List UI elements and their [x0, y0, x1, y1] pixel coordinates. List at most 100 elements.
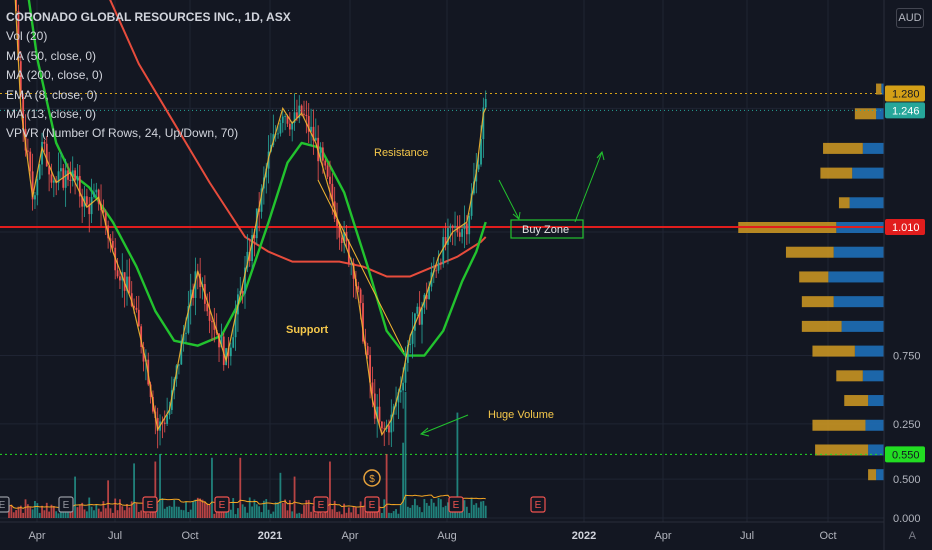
last-price-tag: [885, 102, 925, 119]
time-axis-label: 2022: [572, 530, 596, 542]
candle-body: [52, 180, 55, 183]
indicator-ma13[interactable]: MA (13, close, 0): [6, 107, 97, 122]
volume-bar: [284, 499, 287, 518]
dividend-marker[interactable]: [363, 469, 381, 487]
volume-bar: [45, 502, 48, 518]
ma50-polyline[interactable]: [23, 0, 487, 357]
vp-up-bar: [854, 345, 884, 357]
candle-body: [414, 313, 416, 331]
volume-bar: [305, 500, 308, 518]
candle-body: [402, 382, 405, 391]
volume-bar: [111, 512, 114, 518]
vp-up-bar: [881, 83, 884, 95]
volume-ma-line: [8, 494, 486, 509]
indicator-ma50[interactable]: MA (50, close, 0): [6, 48, 97, 63]
volume-bar: [385, 454, 388, 518]
vp-up-bar: [868, 395, 884, 407]
indicator-volume[interactable]: Vol (20): [6, 29, 48, 44]
vp-down-bar: [812, 419, 866, 431]
candle-body: [421, 307, 423, 325]
candle-body: [451, 225, 454, 228]
currency-button[interactable]: AUD: [896, 8, 924, 28]
earnings-marker[interactable]: [58, 496, 74, 513]
price-tag-label: 0.550: [892, 449, 920, 461]
volume-bar: [428, 505, 430, 518]
volume-bar: [414, 498, 416, 518]
candle-body: [442, 237, 445, 265]
event-markers: E E E E E E E E $: [0, 469, 546, 513]
time-axis-label: Oct: [819, 530, 836, 542]
volume-bar: [166, 506, 169, 518]
volume-bar: [279, 472, 282, 518]
vp-down-bar: [836, 370, 863, 382]
candle-body: [142, 347, 145, 362]
time-axis-label: Apr: [28, 530, 45, 542]
volume-bar: [142, 506, 145, 518]
candle-body: [399, 390, 402, 393]
earnings-marker[interactable]: [364, 496, 380, 513]
volume-bar: [222, 507, 225, 518]
candle-body: [60, 168, 62, 172]
volume-bar: [272, 511, 275, 518]
price-axis-label: 0.000: [893, 513, 921, 525]
candle-body: [319, 147, 322, 162]
auto-scale-button[interactable]: A: [908, 530, 916, 542]
buy-zone-label: Buy Zone: [522, 224, 569, 236]
candle-body: [468, 215, 471, 235]
volume-bar: [418, 507, 421, 518]
candle-body: [357, 286, 360, 290]
volume-bar: [31, 509, 34, 518]
arrow-up-to-target: [574, 151, 603, 223]
indicator-vpvr[interactable]: VPVR (Number Of Rows, 24, Up/Down, 70): [6, 126, 239, 141]
volume-bar: [133, 463, 135, 518]
indicator-ema8[interactable]: EMA (8, close, 0): [6, 87, 98, 102]
buy-zone-box[interactable]: [510, 219, 584, 239]
volume-bar: [123, 510, 126, 518]
symbol-title[interactable]: CORONADO GLOBAL RESOURCES INC., 1D, ASX: [6, 10, 291, 24]
price-tag-label: 1.010: [892, 222, 920, 234]
volume-bar: [435, 506, 438, 518]
candle-body: [477, 164, 480, 170]
earnings-marker[interactable]: [448, 496, 464, 513]
candle-body: [288, 123, 291, 130]
earnings-marker[interactable]: [214, 496, 230, 513]
volume-bar: [425, 503, 428, 518]
volume-bar: [352, 506, 355, 518]
volume-bar: [331, 509, 334, 518]
volume-bar: [149, 507, 152, 518]
candle-body: [303, 113, 305, 115]
candle-body: [156, 418, 159, 431]
volume-bar: [321, 513, 324, 518]
volume-bar: [409, 507, 412, 518]
volume-bar: [300, 513, 303, 518]
volume-bar: [78, 504, 81, 518]
vp-up-bar: [876, 469, 884, 481]
volume-bar: [312, 505, 315, 518]
volume-bar: [128, 507, 131, 518]
candle-body: [296, 112, 298, 119]
candle-body: [447, 228, 449, 245]
vp-up-bar: [876, 108, 884, 120]
candle-body: [225, 348, 228, 365]
volume-bar: [253, 499, 256, 518]
candle-body: [449, 225, 452, 229]
earnings-marker[interactable]: [0, 496, 10, 513]
candle-body: [232, 337, 235, 348]
candle-body: [81, 196, 84, 207]
volume-bar: [477, 507, 480, 518]
volume-bar: [376, 509, 379, 518]
earnings-marker[interactable]: [142, 496, 158, 513]
earnings-glyph: E: [318, 500, 325, 511]
earnings-marker[interactable]: [530, 496, 546, 513]
indicator-ma200[interactable]: MA (200, close, 0): [6, 68, 103, 83]
volume-bar: [383, 499, 386, 518]
candle-body: [404, 362, 407, 383]
volume-bar: [48, 511, 51, 518]
earnings-marker[interactable]: [313, 496, 329, 513]
volume-bar: [303, 505, 305, 518]
huge-volume-arrow: [420, 414, 469, 435]
volume-bar: [432, 502, 435, 518]
volume-bar: [34, 500, 36, 518]
volume-bar: [296, 513, 298, 518]
